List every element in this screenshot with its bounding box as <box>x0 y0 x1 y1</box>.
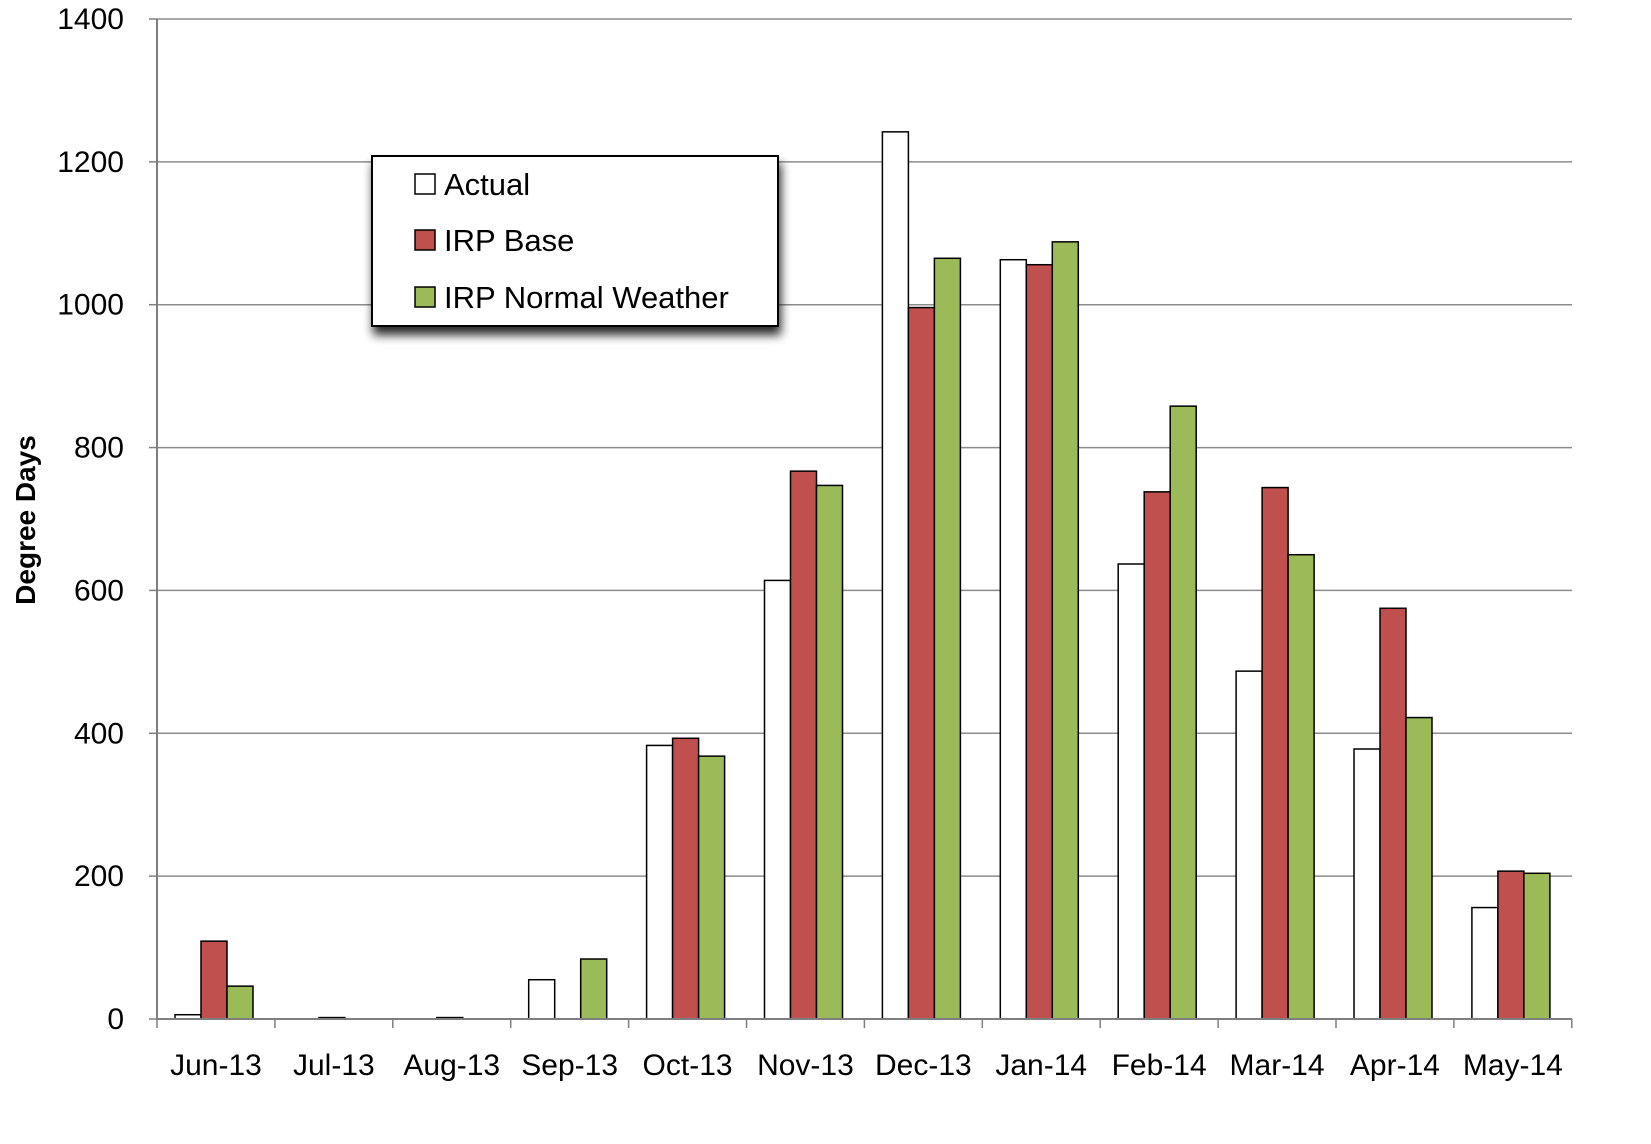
y-tick-label: 200 <box>74 860 124 893</box>
bar-actual <box>1471 906 1499 1020</box>
y-tick-labels: 0 200 400 600 800 1000 1200 1400 <box>57 3 124 1036</box>
y-tick-label: 1400 <box>57 3 124 36</box>
y-axis-title: Degree Days <box>10 435 41 605</box>
x-tick-label: Sep-13 <box>521 1049 618 1082</box>
bar-actual <box>763 579 792 1020</box>
bar-irp-normal-weather <box>1523 872 1551 1020</box>
x-tick-label: Dec-13 <box>875 1049 972 1082</box>
bar-actual <box>645 744 674 1020</box>
bar-irp-base <box>907 306 936 1020</box>
bar-actual <box>1117 563 1145 1020</box>
bar-irp-base <box>1379 607 1407 1020</box>
legend-box <box>371 155 779 327</box>
legend-swatch <box>414 229 436 251</box>
x-tick-label: Jun-13 <box>170 1049 262 1082</box>
legend: Actual IRP Base IRP Normal Weather <box>371 155 779 327</box>
bar-irp-base <box>1261 486 1289 1020</box>
x-tick-label: Nov-13 <box>757 1049 854 1082</box>
x-tick-label: Oct-13 <box>643 1049 733 1082</box>
y-tick-label: 400 <box>74 717 124 750</box>
bars <box>174 131 1551 1020</box>
bar-irp-base <box>1025 263 1054 1020</box>
bar-irp-base <box>671 737 700 1020</box>
bar-actual <box>1353 748 1381 1020</box>
y-tick-label: 1200 <box>57 146 124 179</box>
bar-irp-normal-weather <box>1051 241 1080 1020</box>
bar-irp-normal-weather <box>697 755 726 1020</box>
bar-irp-normal-weather <box>1405 716 1433 1020</box>
x-tick-label: May-14 <box>1463 1049 1563 1082</box>
gridlines <box>157 18 1572 877</box>
bar-irp-normal-weather <box>579 958 608 1020</box>
legend-label: Actual <box>444 167 530 202</box>
y-tick-label: 600 <box>74 574 124 607</box>
legend-swatch <box>414 173 436 195</box>
bar-irp-base <box>1497 870 1525 1020</box>
x-tick-label: Feb-14 <box>1112 1049 1207 1082</box>
bar-irp-normal-weather <box>1169 405 1197 1020</box>
bar-irp-base <box>789 470 818 1020</box>
x-tick-label: Aug-13 <box>403 1049 500 1082</box>
bar-actual <box>1235 670 1263 1020</box>
y-tick-label: 0 <box>107 1003 124 1036</box>
y-tick-label: 800 <box>74 432 124 465</box>
x-tick-label: Mar-14 <box>1230 1049 1325 1082</box>
bar-actual <box>999 258 1028 1020</box>
bar-irp-normal-weather <box>815 484 844 1020</box>
x-tick-label: Apr-14 <box>1350 1049 1440 1082</box>
legend-label: IRP Base <box>444 223 574 258</box>
bar-irp-normal-weather <box>933 257 962 1020</box>
y-tick-label: 1000 <box>57 289 124 322</box>
x-tick-labels: Jun-13 Jul-13 Aug-13 Sep-13 Oct-13 Nov-13 Dec-… <box>170 1049 1563 1082</box>
axes <box>149 18 1573 1028</box>
bar-actual <box>881 131 910 1020</box>
bar-irp-normal-weather <box>1287 553 1315 1020</box>
legend-label: IRP Normal Weather <box>444 280 729 315</box>
bar-irp-base <box>1143 491 1171 1020</box>
bar-actual <box>527 978 556 1020</box>
legend-swatch <box>414 286 436 308</box>
bar-irp-normal-weather <box>226 985 254 1020</box>
bar-irp-base <box>200 940 228 1020</box>
x-tick-label: Jan-14 <box>995 1049 1087 1082</box>
x-tick-label: Jul-13 <box>293 1049 375 1082</box>
